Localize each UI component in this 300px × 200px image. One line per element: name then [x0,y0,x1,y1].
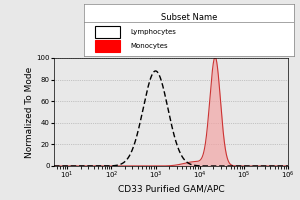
FancyBboxPatch shape [94,40,120,52]
X-axis label: CD33 Purified GAM/APC: CD33 Purified GAM/APC [118,184,224,193]
Y-axis label: Normalized To Mode: Normalized To Mode [25,66,34,158]
Text: Subset Name: Subset Name [161,13,217,22]
FancyBboxPatch shape [94,26,120,38]
Text: Lymphocytes: Lymphocytes [130,29,176,35]
Text: Monocytes: Monocytes [130,43,168,49]
